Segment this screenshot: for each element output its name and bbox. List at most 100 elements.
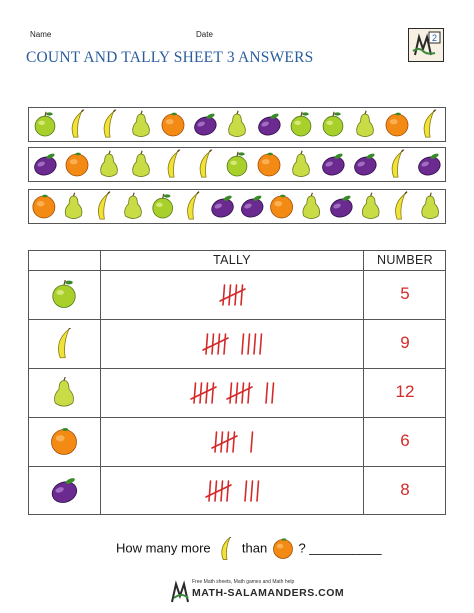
pear-icon bbox=[124, 192, 142, 219]
pear-icon bbox=[54, 377, 74, 407]
plum-icon bbox=[194, 113, 217, 136]
fruit-strip-1 bbox=[28, 107, 446, 142]
tally-stroke bbox=[222, 284, 226, 306]
plum-icon bbox=[258, 113, 281, 136]
tally-stroke bbox=[205, 382, 209, 404]
number-answer-apple: 5 bbox=[400, 284, 410, 303]
tally-stroke bbox=[214, 480, 218, 502]
tally-table: TALLY NUMBER 5 9 12 6 8 bbox=[28, 250, 446, 515]
pear-icon bbox=[356, 110, 374, 137]
tally-stroke bbox=[235, 382, 239, 404]
tally-stroke bbox=[208, 480, 212, 502]
pear-icon bbox=[100, 150, 118, 177]
tally-crossbar bbox=[219, 288, 246, 302]
footer-brand-name: MATH-SALAMANDERS.COM bbox=[192, 587, 345, 599]
pear-icon bbox=[361, 192, 380, 219]
tally-crossbar bbox=[190, 386, 217, 400]
row-3-pear-icon bbox=[47, 377, 81, 409]
orange-icon bbox=[270, 194, 293, 219]
answer-blank[interactable]: ? __________ bbox=[298, 540, 382, 556]
pear-icon bbox=[132, 110, 150, 137]
tally-stroke bbox=[241, 333, 245, 355]
orange-icon bbox=[32, 194, 56, 219]
tally-marks-apple bbox=[101, 271, 363, 319]
tally-stroke bbox=[226, 431, 230, 453]
question-prefix: How many more bbox=[116, 540, 211, 556]
tally-stroke bbox=[234, 284, 238, 306]
name-label: Name bbox=[30, 30, 52, 39]
tally-stroke bbox=[226, 480, 230, 502]
row-2-banana-icon bbox=[47, 328, 81, 360]
tally-stroke bbox=[256, 480, 260, 502]
orange-icon bbox=[272, 538, 293, 559]
tally-stroke bbox=[211, 382, 215, 404]
banana-icon bbox=[221, 537, 232, 560]
tally-marks-orange bbox=[101, 418, 363, 466]
page-title: COUNT AND TALLY SHEET 3 ANSWERS bbox=[26, 49, 314, 66]
tally-stroke bbox=[229, 382, 233, 404]
plum-icon bbox=[34, 153, 57, 176]
plum-icon bbox=[241, 195, 264, 218]
footer-brand: Free Math sheets, Math games and Math he… bbox=[170, 578, 344, 604]
pear-icon bbox=[292, 150, 310, 177]
pear-icon bbox=[132, 150, 150, 177]
plum-icon bbox=[354, 153, 377, 176]
banana-icon bbox=[199, 149, 213, 178]
number-answer-pear: 12 bbox=[395, 382, 415, 401]
tally-stroke bbox=[217, 333, 221, 355]
orange-icon bbox=[161, 112, 185, 137]
tally-stroke bbox=[214, 431, 218, 453]
tally-stroke bbox=[211, 333, 215, 355]
pear-icon bbox=[421, 192, 439, 219]
orange-icon bbox=[271, 537, 295, 561]
pear-icon bbox=[228, 110, 246, 137]
tally-stroke bbox=[199, 382, 203, 404]
tally-stroke bbox=[259, 333, 263, 355]
plum-icon bbox=[51, 478, 78, 503]
number-answer-banana: 9 bbox=[400, 333, 410, 352]
row-1-apple-icon bbox=[47, 279, 81, 311]
number-answer-plum: 8 bbox=[400, 480, 410, 499]
banana-icon bbox=[391, 149, 405, 178]
banana-icon bbox=[167, 149, 181, 178]
plum-icon bbox=[418, 153, 441, 176]
tally-stroke bbox=[265, 382, 269, 404]
banana-icon bbox=[58, 328, 72, 359]
banana-icon bbox=[103, 109, 117, 138]
orange-icon bbox=[257, 152, 281, 177]
banana-icon bbox=[423, 109, 437, 138]
tally-stroke bbox=[193, 382, 197, 404]
tally-stroke bbox=[247, 382, 251, 404]
tally-marks-plum bbox=[101, 467, 363, 515]
tally-stroke bbox=[250, 431, 254, 453]
date-label: Date bbox=[196, 30, 213, 39]
tally-stroke bbox=[228, 284, 232, 306]
tally-crossbar bbox=[211, 435, 238, 449]
orange-icon bbox=[385, 112, 409, 137]
tally-stroke bbox=[250, 480, 254, 502]
plum-icon bbox=[322, 153, 345, 176]
tally-stroke bbox=[220, 480, 224, 502]
tally-stroke bbox=[247, 333, 251, 355]
tally-header: TALLY bbox=[213, 253, 251, 267]
comparison-question: How many more than ? __________ bbox=[116, 537, 382, 561]
tally-marks-banana bbox=[101, 320, 363, 368]
question-middle: than bbox=[241, 540, 268, 556]
tally-stroke bbox=[241, 382, 245, 404]
logo-number: 2 bbox=[432, 33, 437, 43]
fruit-strip-3 bbox=[28, 189, 446, 224]
fruit-strip-2 bbox=[28, 147, 446, 182]
pear-icon bbox=[302, 192, 321, 219]
plum-icon bbox=[211, 195, 234, 218]
banana-icon bbox=[71, 109, 85, 138]
number-answer-orange: 6 bbox=[400, 431, 410, 450]
apple-icon bbox=[226, 151, 248, 177]
row-5-plum-icon bbox=[47, 475, 81, 507]
tally-crossbar bbox=[226, 386, 253, 400]
tally-stroke bbox=[253, 333, 257, 355]
apple-icon bbox=[322, 111, 344, 137]
tally-stroke bbox=[232, 431, 236, 453]
number-header: NUMBER bbox=[377, 253, 433, 267]
tally-stroke bbox=[223, 333, 227, 355]
apple-icon bbox=[290, 111, 312, 137]
